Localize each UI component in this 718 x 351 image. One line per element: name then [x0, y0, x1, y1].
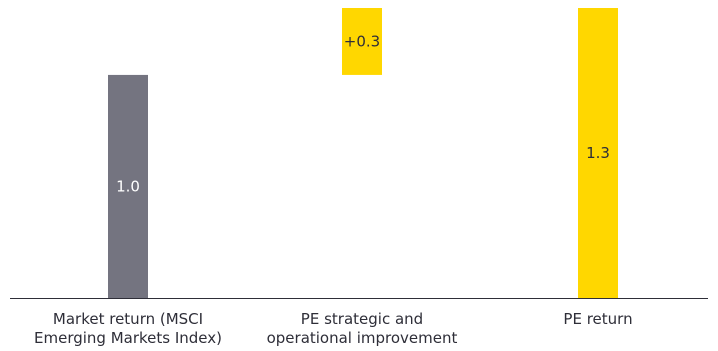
- bar-value-label-2: +0.3: [344, 32, 380, 50]
- bar-value-label-3: 1.3: [586, 144, 610, 162]
- bar-1: [108, 74, 148, 298]
- bar-3: [578, 8, 618, 298]
- bar-value-label-1: 1.0: [116, 177, 140, 195]
- category-label-1: Market return (MSCI Emerging Markets Inde…: [8, 310, 248, 348]
- bar-2: [342, 8, 382, 75]
- category-label-line: PE return: [563, 310, 633, 328]
- category-label-2: PE strategic and operational improvement: [242, 310, 482, 348]
- category-label-line: Market return (MSCI: [52, 310, 204, 328]
- category-label-3: PE return: [478, 310, 718, 329]
- category-label-line: operational improvement: [266, 329, 458, 347]
- category-label-line: PE strategic and: [300, 310, 424, 328]
- category-label-line: Emerging Markets Index): [34, 329, 222, 347]
